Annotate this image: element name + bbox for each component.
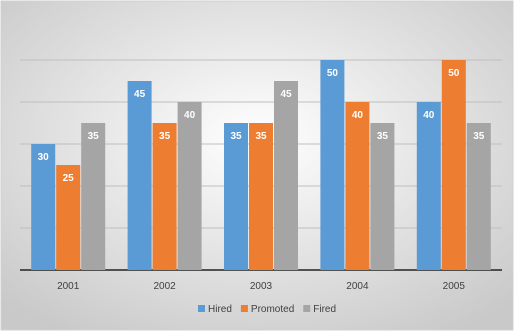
legend-swatch-promoted [240,305,248,312]
legend-label-hired: Hired [208,304,232,315]
x-tick-label: 2005 [443,281,466,292]
bar-fired-2005 [466,123,491,270]
bar-promoted-2002 [152,123,177,270]
x-tick-label: 2001 [57,281,80,292]
bar-hired-2004 [320,60,345,270]
bar-promoted-2001 [56,165,81,270]
data-label: 50 [327,68,339,79]
bar-fired-2002 [177,102,202,270]
data-label: 40 [352,110,364,121]
legend-swatch-hired [198,305,205,312]
x-tick-label: 2004 [346,281,369,292]
bar-promoted-2003 [249,123,273,270]
data-label: 50 [448,68,460,79]
x-tick-label: 2003 [250,281,273,292]
legend-label-fired: Fired [313,304,336,315]
legend: Hired Promoted Fired [198,304,336,315]
data-label: 35 [159,131,171,142]
data-label: 45 [280,89,292,100]
legend-swatch-fired [303,305,311,312]
bar-fired-2004 [370,123,395,270]
data-label: 40 [184,110,196,121]
data-label: 25 [63,173,75,184]
data-label: 35 [473,131,485,142]
x-axis: 2001 2002 2003 2004 2005 [57,281,465,292]
bar-hired-2001 [31,144,56,270]
bar-hired-2003 [224,123,248,270]
bar-hired-2002 [127,81,152,270]
bar-promoted-2004 [345,102,370,270]
data-label: 45 [134,89,146,100]
x-tick-label: 2002 [153,281,176,292]
data-label: 40 [423,110,435,121]
data-label: 35 [88,131,100,142]
data-labels: 30 25 35 45 35 40 35 35 45 50 40 35 40 50 35 [38,68,485,184]
bar-hired-2005 [416,102,441,270]
data-label: 35 [377,131,389,142]
bar-fired-2001 [81,123,106,270]
legend-label-promoted: Promoted [251,304,294,315]
data-label: 35 [230,131,242,142]
data-label: 35 [255,131,267,142]
bar-promoted-2005 [441,60,466,270]
bar-fired-2003 [274,81,298,270]
data-label: 30 [38,152,50,163]
bars [31,60,491,270]
